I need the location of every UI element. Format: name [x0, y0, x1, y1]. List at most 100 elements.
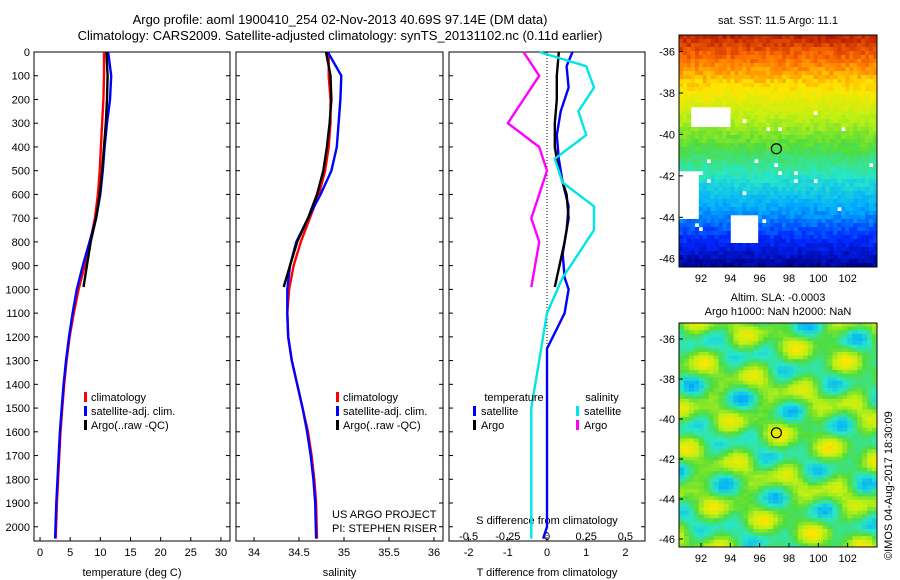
sst-map-cell [793, 247, 799, 252]
sla-map-cell [867, 449, 873, 454]
sst-map-cell [817, 63, 822, 68]
sla-map-cell [847, 330, 853, 335]
sst-map-cell [698, 215, 704, 220]
sst-map-cell [833, 187, 838, 192]
sst-map-cell [853, 135, 858, 140]
sst-map-cell [702, 175, 708, 180]
sst-map-cell [789, 179, 795, 184]
sla-map-cell [718, 355, 724, 360]
sla-map-cell [782, 489, 789, 494]
salinity-legend-label: climatology [343, 392, 399, 404]
sla-map-cell [688, 481, 695, 486]
sla-map-cell [743, 496, 749, 501]
sla-map-cell [872, 323, 878, 327]
sla-map-cell [837, 406, 843, 411]
sst-map-cell [801, 131, 807, 136]
sst-map-cell [742, 43, 747, 48]
sla-map-cell [852, 366, 858, 371]
sst-map-cell [734, 91, 739, 96]
sla-map-cell [743, 500, 749, 504]
sst-map-cell [694, 251, 700, 256]
sst-map-cell [805, 175, 810, 180]
sst-map-cell [714, 95, 719, 100]
sst-map-cell [738, 155, 743, 160]
sla-map-cell [698, 485, 705, 490]
sst-map-cell [686, 151, 692, 156]
sla-map-cell [842, 366, 848, 371]
sst-map-cell [730, 95, 735, 100]
sst-map-cell [722, 95, 727, 100]
sla-map-cell [867, 424, 873, 429]
sla-map-cell [862, 445, 868, 450]
sst-map-cell [801, 191, 807, 196]
sst-map-cell [825, 115, 830, 120]
sla-map-cell [872, 449, 878, 454]
sst-map-cell [702, 263, 708, 268]
sst-map-cell [813, 47, 818, 52]
sst-map-cell [789, 171, 795, 176]
sla-map-cell [778, 420, 784, 425]
sla-map-cell [837, 337, 843, 342]
sla-map-cell [698, 398, 705, 403]
sst-map-cell [817, 43, 822, 48]
sst-map-cell [758, 71, 763, 76]
sst-map-cell [706, 63, 711, 68]
sst-map-cell [809, 159, 814, 164]
sla-map-cell [763, 333, 769, 338]
sla-map-cell [748, 460, 754, 465]
sla-map-cell [768, 467, 774, 472]
sla-map-cell [807, 341, 813, 345]
sst-map-cell [726, 223, 731, 228]
sst-map-cell [718, 175, 723, 180]
sla-map-cell [817, 348, 823, 353]
sst-map-cell [869, 55, 874, 60]
sla-map-cell [758, 467, 764, 472]
sla-map-cell [778, 355, 784, 360]
sst-map-cell [857, 47, 862, 52]
sla-map-cell [797, 326, 804, 331]
sla-map-cell [703, 395, 709, 400]
sst-map-cell [813, 139, 818, 144]
sla-map-cell [812, 402, 818, 407]
sst-map-cell [762, 71, 767, 76]
sla-map-cell [679, 373, 685, 378]
sla-map-cell [807, 406, 813, 411]
sst-map-cell [817, 239, 822, 244]
sla-map-cell [812, 333, 818, 338]
sst-map-cell [734, 39, 739, 44]
sla-map-cell [743, 435, 749, 439]
sst-map-cell [797, 175, 803, 180]
sla-map-cell [792, 481, 799, 486]
sst-map-cell [710, 151, 715, 156]
sst-map-cell [750, 195, 755, 200]
sst-map-cell [781, 159, 787, 164]
sst-map-cell [679, 223, 684, 228]
sst-map-cell [734, 167, 739, 172]
sst-map-cell [841, 59, 846, 64]
sst-map-cell [758, 227, 763, 232]
sst-map-cell [841, 111, 846, 116]
sla-map-cell [688, 445, 695, 450]
sst-map-cell [809, 99, 814, 104]
sla-map-cell [852, 489, 858, 494]
sla-map-cell [748, 413, 754, 418]
sst-map-cell [793, 235, 799, 240]
sla-map-cell [738, 359, 744, 364]
sla-map-cell [852, 485, 858, 490]
sst-map-cell [679, 67, 684, 72]
sla-map-cell [867, 341, 873, 345]
sla-map-cell [827, 373, 833, 378]
sst-map-cell [821, 43, 826, 48]
sst-map-cell [857, 179, 862, 184]
sla-map-cell [723, 485, 729, 490]
sla-map-cell [693, 463, 700, 468]
sla-map-cell [688, 478, 695, 483]
sst-map-cell [841, 207, 846, 212]
sst-map-cell [679, 119, 684, 124]
sst-map-cell [730, 163, 735, 168]
sst-map-cell [686, 143, 692, 148]
sla-map-cell [763, 445, 769, 450]
sla-map-cell [837, 380, 843, 385]
sst-map-cell [682, 135, 688, 140]
sla-map-cell [857, 485, 863, 490]
